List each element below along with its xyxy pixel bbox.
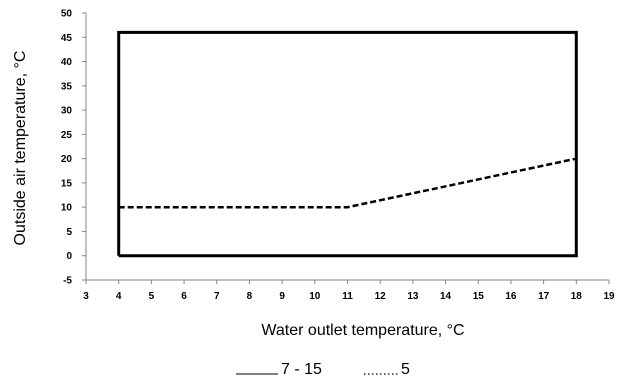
series-line-2	[118, 31, 578, 209]
x-tick-label: 12	[375, 291, 387, 302]
x-axis-label: Water outlet temperature, °C	[261, 322, 464, 339]
x-tick-label: 4	[116, 291, 122, 302]
x-tick-label: 19	[603, 291, 615, 302]
series-line-1	[117, 30, 578, 258]
x-tick-label: 13	[407, 291, 419, 302]
x-tick-label: 14	[440, 291, 452, 302]
x-tick-label: 11	[342, 291, 353, 302]
y-axis-label: Outside air temperature, °C	[12, 51, 29, 246]
x-axis-ticks: 3 4 5 6 7 8 9 10 11 12 13 14 15 16 17 18 19	[83, 280, 615, 302]
x-tick-label: 8	[247, 291, 253, 302]
x-tick-label: 5	[149, 291, 155, 302]
x-tick-label: 6	[181, 291, 187, 302]
legend-solid-label: 7 - 15	[281, 361, 322, 378]
axes	[85, 13, 609, 281]
series-layer	[117, 30, 578, 258]
y-tick-label: 25	[61, 130, 73, 141]
legend-dotted-label: 5	[401, 361, 410, 378]
y-tick-label: 20	[61, 154, 73, 165]
x-tick-label: 16	[505, 291, 517, 302]
x-tick-label: 10	[309, 291, 321, 302]
y-tick-label: 5	[66, 227, 72, 238]
x-tick-label: 15	[473, 291, 485, 302]
y-tick-label: 30	[61, 106, 73, 117]
y-tick-label: 10	[61, 203, 73, 214]
x-tick-label: 9	[279, 291, 285, 302]
y-tick-label: 40	[61, 57, 73, 68]
x-tick-label: 17	[538, 291, 550, 302]
legend: 7 - 15 5	[236, 361, 410, 378]
y-tick-label: 45	[61, 33, 73, 44]
y-tick-label: -5	[63, 276, 72, 287]
y-tick-label: 35	[61, 81, 73, 92]
x-tick-label: 3	[83, 291, 89, 302]
x-tick-label: 18	[571, 291, 583, 302]
x-tick-label: 7	[214, 291, 220, 302]
y-tick-label: 15	[61, 178, 73, 189]
y-tick-label: 0	[66, 251, 72, 262]
y-tick-label: 50	[61, 9, 73, 20]
y-axis-ticks: -5 0 5 10 15 20 25 30 35 40 45 50	[61, 9, 86, 287]
